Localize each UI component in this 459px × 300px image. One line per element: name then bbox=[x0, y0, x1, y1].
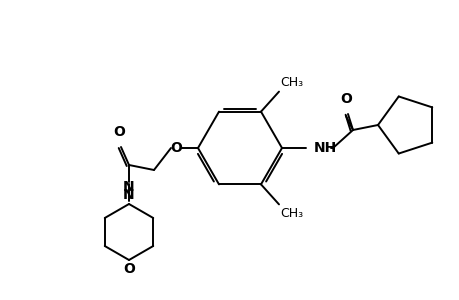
Text: N: N bbox=[123, 180, 134, 194]
Text: O: O bbox=[123, 262, 134, 276]
Text: O: O bbox=[113, 125, 125, 139]
Text: O: O bbox=[339, 92, 351, 106]
Text: N: N bbox=[123, 188, 134, 202]
Text: O: O bbox=[170, 141, 182, 155]
Text: CH₃: CH₃ bbox=[280, 207, 302, 220]
Text: NH: NH bbox=[313, 141, 336, 155]
Text: CH₃: CH₃ bbox=[280, 76, 302, 88]
